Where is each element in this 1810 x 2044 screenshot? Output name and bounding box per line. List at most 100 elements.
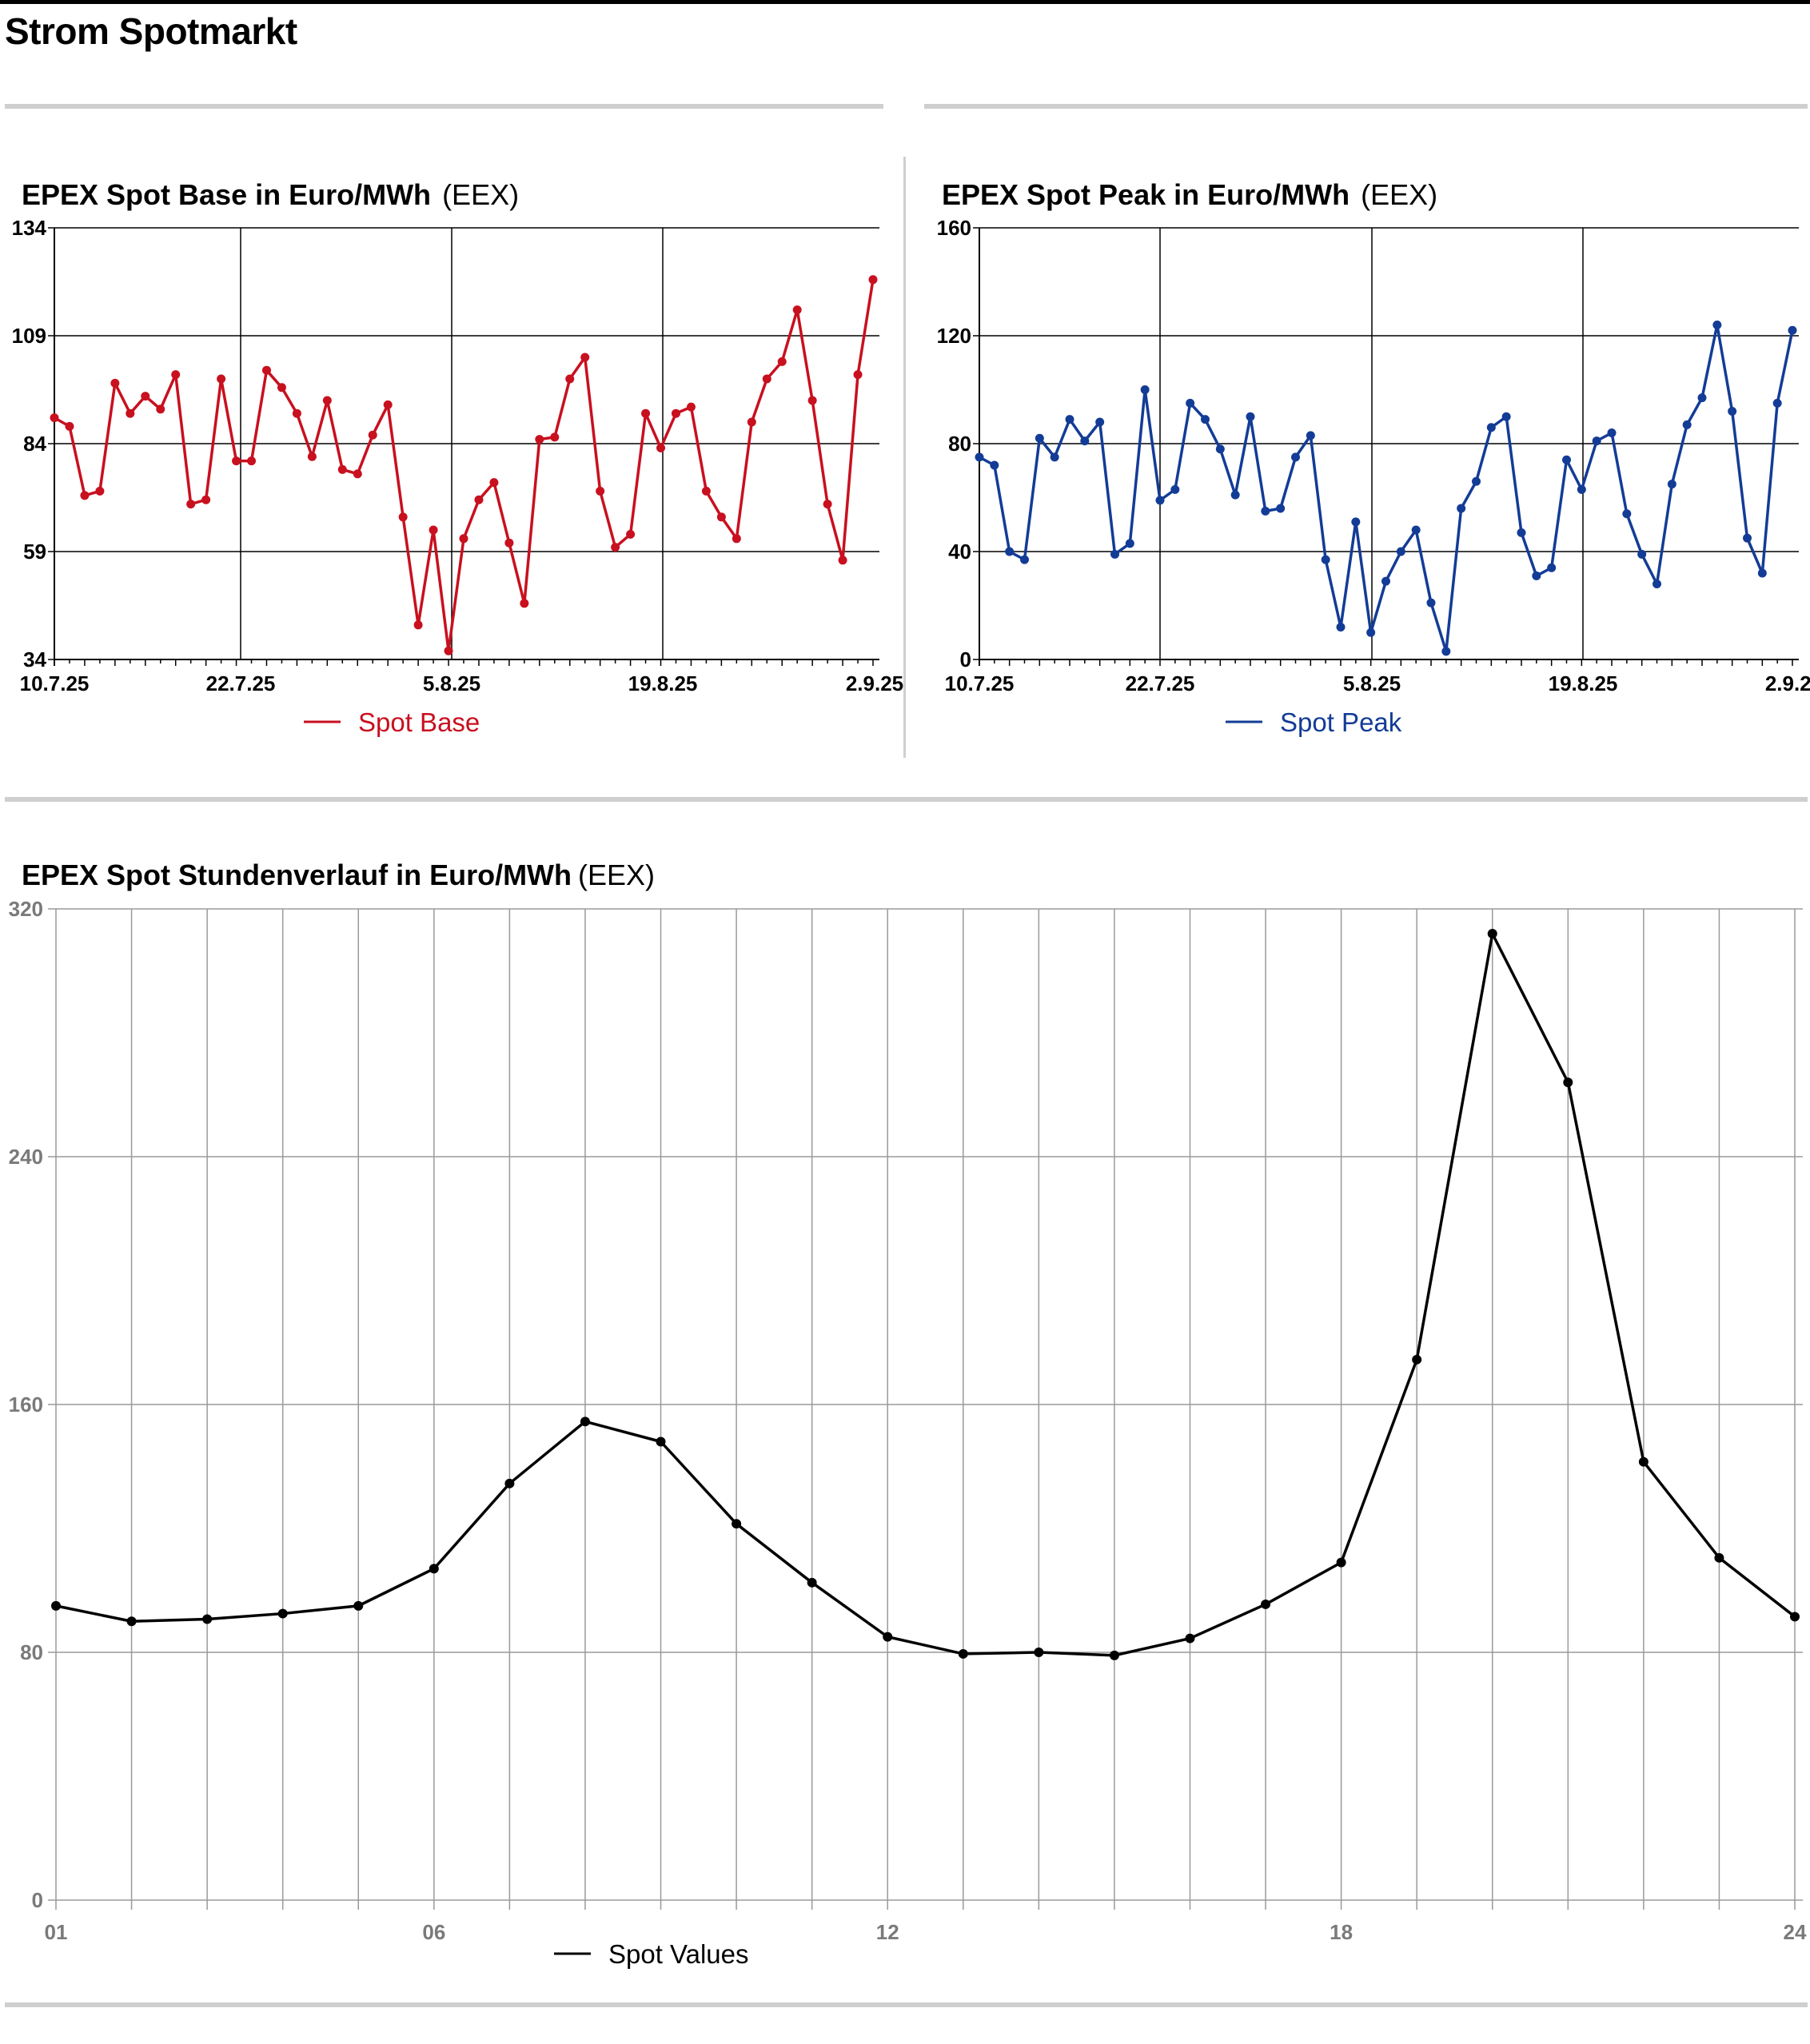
base-data-point (823, 500, 832, 509)
hourly-data-point (1109, 1650, 1119, 1660)
peak-y-tick-label: 120 (937, 324, 971, 348)
peak-data-point (1441, 647, 1451, 656)
peak-data-point (1667, 480, 1676, 489)
base-data-point (383, 400, 393, 409)
hourly-data-point (202, 1614, 213, 1624)
hourly-data-point (958, 1648, 968, 1659)
base-data-point (807, 396, 817, 405)
peak-data-point (1592, 436, 1601, 446)
base-data-point (156, 404, 165, 414)
hourly-data-point (732, 1519, 742, 1529)
base-data-point (232, 456, 241, 466)
base-data-point (307, 452, 317, 461)
peak-data-point (1366, 628, 1376, 637)
peak-legend-label: Spot Peak (1280, 707, 1402, 737)
hourly-data-point (883, 1632, 893, 1642)
peak-data-point (1743, 533, 1752, 543)
hourly-data-point (1563, 1078, 1573, 1087)
peak-data-point (1772, 398, 1782, 408)
base-data-point (550, 432, 560, 442)
peak-data-point (1472, 476, 1481, 486)
base-data-point (429, 525, 438, 535)
peak-data-point (1215, 444, 1225, 454)
column-divider (903, 157, 906, 758)
peak-data-point (1637, 549, 1647, 559)
peak-data-point (1517, 528, 1526, 537)
hourly-data-point (353, 1600, 364, 1611)
peak-data-point (1005, 547, 1015, 556)
page-title: Strom Spotmarkt (5, 10, 297, 52)
base-data-point (686, 402, 696, 412)
hourly-chart-source: (EEX) (578, 859, 656, 891)
hourly-data-point (1714, 1552, 1724, 1563)
hourly-data-point (1790, 1612, 1800, 1622)
base-data-point (277, 383, 286, 392)
base-data-point (762, 374, 771, 384)
base-x-tick-label: 10.7.25 (20, 671, 90, 695)
hourly-data-point (1034, 1648, 1044, 1657)
hourly-x-tick-label: 06 (422, 1920, 445, 1944)
peak-data-point (1396, 547, 1405, 556)
peak-data-point (1501, 412, 1511, 421)
hourly-data-point (1487, 929, 1497, 938)
peak-data-point (1426, 598, 1436, 608)
hourly-data-point (429, 1564, 439, 1574)
base-data-point (201, 495, 211, 504)
base-x-tick-label: 2.9.25 (846, 671, 903, 695)
hourly-data-point (807, 1577, 817, 1588)
base-data-point (641, 408, 651, 418)
peak-data-point (1110, 549, 1119, 559)
base-y-tick-label: 134 (12, 216, 47, 240)
peak-data-point (1020, 555, 1029, 564)
peak-data-point (1411, 525, 1421, 535)
base-data-point (716, 512, 726, 522)
hourly-data-point (126, 1616, 137, 1627)
peak-data-point (1622, 509, 1632, 519)
peak-y-tick-label: 40 (948, 540, 971, 564)
base-data-point (247, 456, 257, 466)
hourly-x-tick-label: 18 (1330, 1920, 1353, 1944)
hourly-x-tick-label: 01 (45, 1920, 68, 1944)
hourly-series-line (55, 932, 1796, 1657)
base-data-point (322, 396, 332, 405)
hourly-chart-title-text: EPEX Spot Stundenverlauf in Euro/MWh (22, 859, 572, 891)
base-data-point (474, 495, 484, 504)
peak-data-point (1351, 517, 1361, 527)
hourly-data-point (1185, 1633, 1195, 1644)
peak-data-point (1306, 431, 1315, 440)
base-x-tick-label: 22.7.25 (206, 671, 276, 695)
base-data-point (868, 275, 878, 285)
hourly-y-tick-label: 80 (20, 1640, 43, 1664)
base-data-point (459, 534, 468, 544)
base-data-point (838, 556, 847, 565)
base-data-point (535, 435, 544, 444)
hourly-legend-label: Spot Values (608, 1939, 749, 1969)
base-data-point (701, 486, 711, 496)
base-data-point (489, 478, 499, 488)
base-data-point (141, 392, 150, 401)
hourly-data-point (51, 1600, 61, 1611)
peak-data-point (1532, 571, 1541, 580)
peak-data-point (1246, 412, 1255, 421)
peak-data-point (1095, 417, 1105, 427)
peak-y-tick-label: 0 (960, 647, 971, 671)
base-data-point (777, 357, 787, 366)
peak-data-point (1321, 555, 1330, 564)
peak-data-point (1607, 428, 1617, 437)
base-data-point (413, 620, 423, 630)
peak-chart-title: EPEX Spot Peak in Euro/MWh (EEX) (942, 178, 1437, 212)
peak-data-point (1050, 452, 1059, 462)
base-data-point (792, 305, 802, 315)
peak-data-point (1336, 623, 1346, 632)
base-data-point (50, 413, 59, 423)
base-x-tick-label: 19.8.25 (628, 671, 698, 695)
peak-data-point (1757, 568, 1767, 578)
base-legend-label: Spot Base (358, 707, 480, 737)
peak-chart-source: (EEX) (1361, 178, 1438, 211)
peak-data-point (1697, 393, 1707, 403)
section-divider (5, 797, 1808, 802)
base-data-point (747, 417, 756, 427)
base-data-point (398, 512, 408, 522)
peak-data-point (1788, 325, 1797, 335)
